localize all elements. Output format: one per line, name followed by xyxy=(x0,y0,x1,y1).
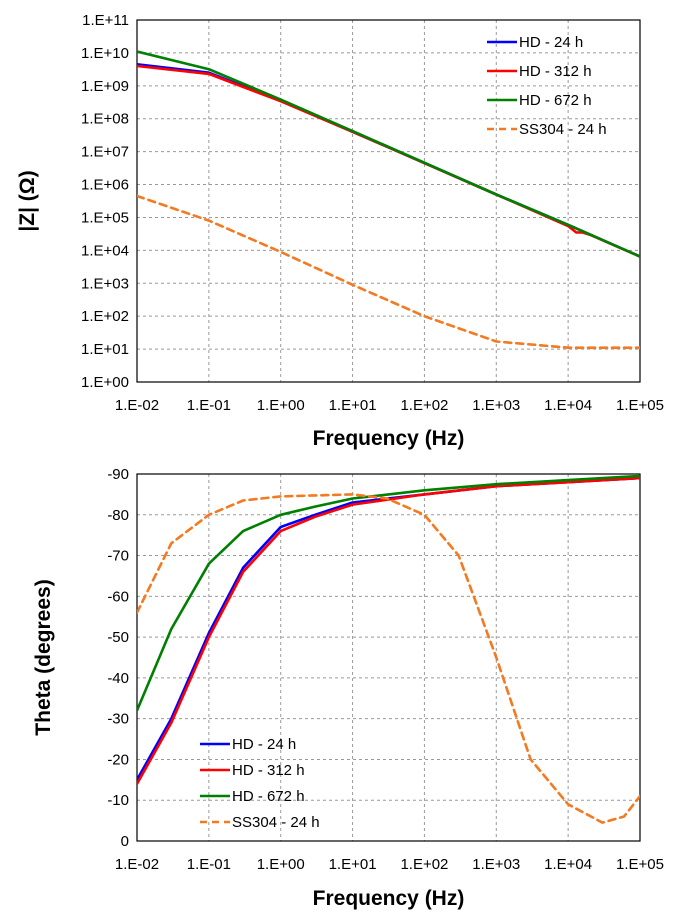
x-tick-label: 1.E+04 xyxy=(544,856,592,873)
y-tick-label: -50 xyxy=(107,629,129,646)
legend-label-ss304-24-h: SS304 - 24 h xyxy=(519,121,607,138)
x-tick-label: 1.E+00 xyxy=(257,856,305,873)
x-tick-label: 1.E-01 xyxy=(187,397,231,414)
series-line-ss304-24-h xyxy=(137,493,640,824)
legend-label-ss304-24-h: SS304 - 24 h xyxy=(232,814,320,831)
x-tick-label: 1.E-02 xyxy=(115,856,159,873)
y-tick-label: 0 xyxy=(121,833,129,850)
y-tick-label: -30 xyxy=(107,711,129,728)
legend-label-hd-312-h: HD - 312 h xyxy=(519,63,592,80)
phase-angle-chart: 1.E-02 1.E-01 1.E+00 1.E+01 1.E+02 1.E+03 1.E+… xyxy=(32,466,664,910)
y-tick-label: 1.E+04 xyxy=(81,242,129,259)
legend-label-hd-24-h: HD - 24 h xyxy=(519,34,583,51)
series-line-hd-672-h xyxy=(137,50,640,258)
y-tick-label: 1.E+05 xyxy=(81,209,129,226)
x-tick-label: 1.E+05 xyxy=(616,856,664,873)
x-tick-label: 1.E+05 xyxy=(616,397,664,414)
series-line-hd-312-h xyxy=(137,476,640,786)
x-tick-label: 1.E+04 xyxy=(544,397,592,414)
y-tick-label: -70 xyxy=(107,548,129,565)
y-tick-label: 1.E+06 xyxy=(81,177,129,194)
x-tick-label: 1.E+03 xyxy=(472,856,520,873)
x-tick-label: 1.E+02 xyxy=(400,397,448,414)
legend-label-hd-672-h: HD - 672 h xyxy=(519,92,592,109)
y-tick-label: 1.E+11 xyxy=(82,12,129,29)
x-tick-label: 1.E+02 xyxy=(400,856,448,873)
x-tick-label: 1.E+03 xyxy=(472,397,520,414)
legend-label-hd-24-h: HD - 24 h xyxy=(232,736,296,753)
impedance-magnitude-chart: 1.E-02 1.E-01 1.E+00 1.E+01 1.E+02 1.E+03 1.E+… xyxy=(16,12,664,450)
legend-label-hd-312-h: HD - 312 h xyxy=(232,762,305,779)
y-tick-label: 1.E+08 xyxy=(81,111,129,128)
x-tick-label: 1.E+01 xyxy=(329,397,377,414)
y-tick-label: 1.E+09 xyxy=(81,78,129,95)
series-line-hd-672-h xyxy=(137,474,640,712)
y-tick-label: 1.E+07 xyxy=(81,144,129,161)
legend-label-hd-672-h: HD - 672 h xyxy=(232,788,305,805)
x-axis-title: Frequency (Hz) xyxy=(313,887,465,910)
y-tick-label: -40 xyxy=(107,670,129,687)
y-tick-label: 1.E+00 xyxy=(81,374,129,391)
y-tick-label: -90 xyxy=(107,466,129,483)
x-tick-label: 1.E-02 xyxy=(115,397,159,414)
x-tick-label: 1.E+01 xyxy=(329,856,377,873)
y-tick-label: 1.E+02 xyxy=(81,308,129,325)
series-line-ss304-24-h xyxy=(137,194,640,349)
y-axis-title: |Z| (Ω) xyxy=(16,170,39,231)
plot-frame xyxy=(136,473,641,842)
y-tick-label: -10 xyxy=(107,792,129,809)
y-tick-label: -80 xyxy=(107,507,129,524)
plot-frame xyxy=(136,19,641,383)
y-tick-label: -60 xyxy=(107,588,129,605)
x-tick-label: 1.E-01 xyxy=(187,856,231,873)
y-tick-label: 1.E+10 xyxy=(81,45,129,62)
x-axis-title: Frequency (Hz) xyxy=(313,427,465,450)
y-axis-title: Theta (degrees) xyxy=(32,579,55,735)
y-tick-label: 1.E+03 xyxy=(81,275,129,292)
x-tick-label: 1.E+00 xyxy=(257,397,305,414)
y-tick-label: 1.E+01 xyxy=(81,341,129,358)
y-tick-label: -20 xyxy=(107,751,129,768)
